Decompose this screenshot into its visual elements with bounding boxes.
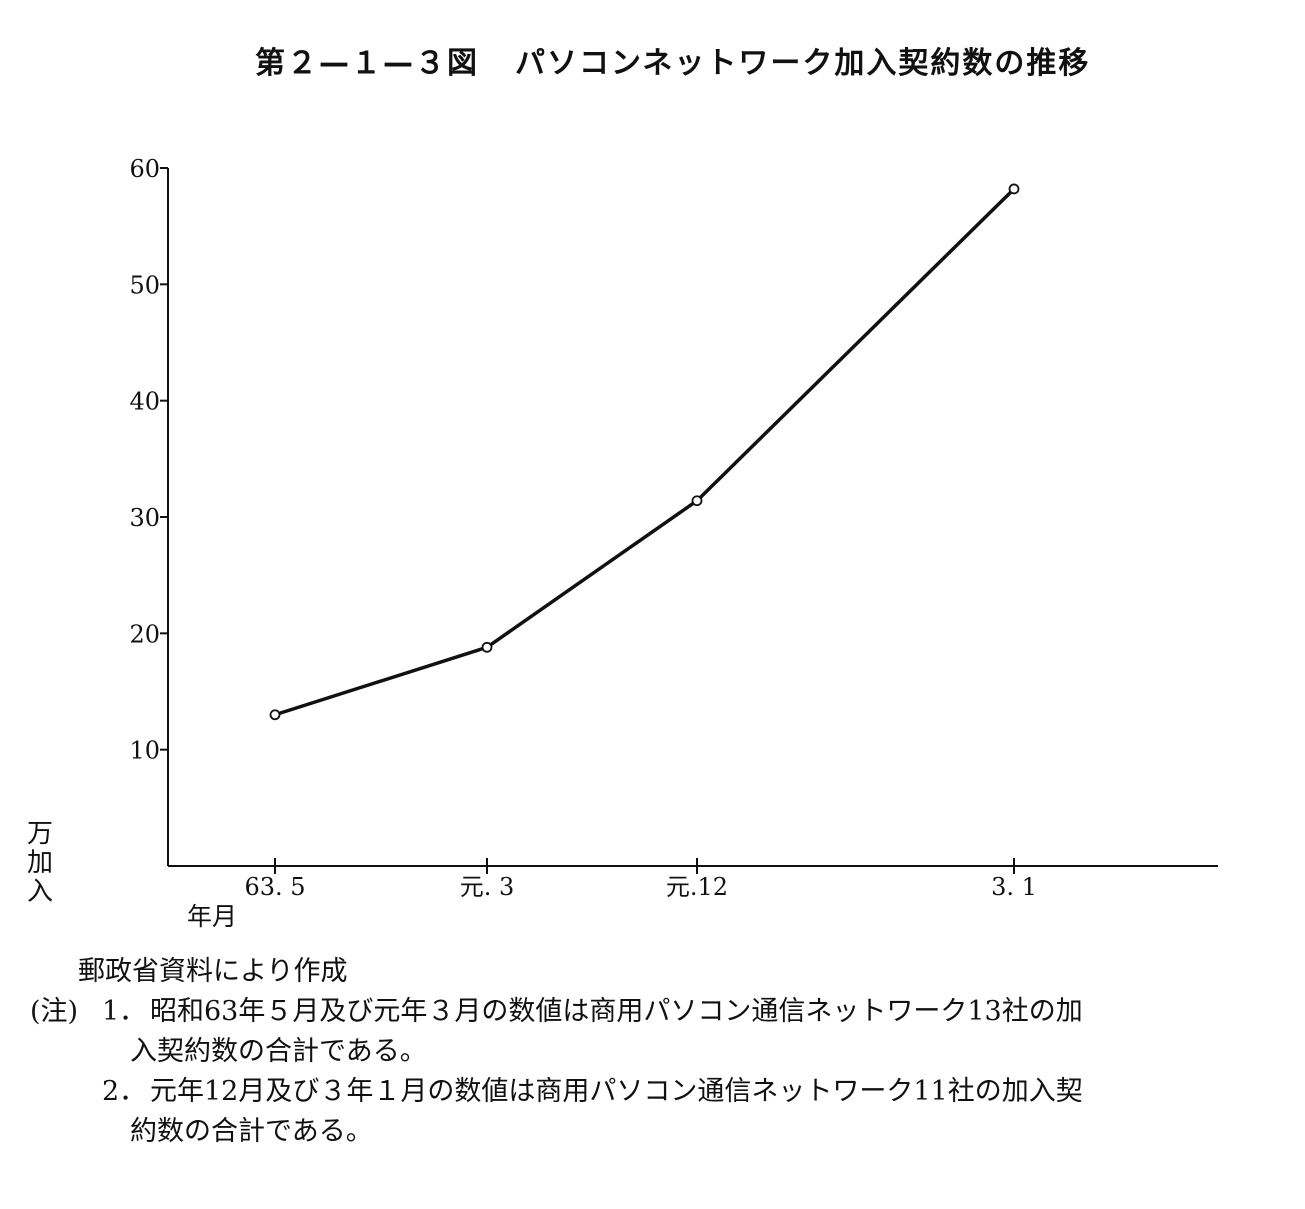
y-tick-label: 40	[129, 388, 160, 416]
chart-notes: 郵政省資料により作成 (注) 1． 昭和63年５月及び元年３月の数値は商用パソコ…	[30, 952, 1270, 1152]
y-axis-label-char: 入	[27, 877, 53, 907]
x-axis-label: 年月	[187, 902, 237, 931]
y-tick-label: 50	[129, 271, 160, 299]
x-tick-label: 3. 1	[991, 873, 1037, 901]
y-tick-label: 30	[129, 504, 160, 532]
chart-axes	[167, 168, 1218, 867]
line-chart: 10 20 30 40 50 60 63. 5 元. 3 元.12 3. 1 万加入 年月	[27, 155, 1218, 931]
chart-title: 第２—１—３図 パソコンネットワーク加入契約数の推移	[255, 38, 1090, 82]
y-axis-label-char: 万	[27, 819, 53, 849]
note-text-1-continued: 入契約数の合計である。	[130, 1036, 427, 1067]
y-ticks: 10 20 30 40 50 60	[129, 155, 168, 765]
y-axis-label-char: 加	[27, 848, 53, 878]
note-text-1: 昭和63年５月及び元年３月の数値は商用パソコン通信ネットワーク13社の加	[150, 996, 1083, 1027]
data-point	[691, 495, 703, 507]
note-prefix: (注)	[30, 996, 79, 1027]
x-tick-label: 元. 3	[460, 873, 515, 901]
x-ticks: 63. 5 元. 3 元.12 3. 1	[244, 858, 1037, 901]
data-point	[1008, 183, 1020, 195]
note-item-1: (注) 1． 昭和63年５月及び元年３月の数値は商用パソコン通信ネットワーク13…	[30, 992, 1270, 1032]
source-note: 郵政省資料により作成	[78, 956, 348, 987]
series-line	[274, 187, 1016, 717]
note-text-2-continued: 約数の合計である。	[130, 1116, 373, 1147]
figure-number: 第２—１—３図	[255, 46, 479, 81]
data-point	[481, 641, 493, 653]
x-tick-label: 63. 5	[244, 873, 305, 901]
note-number-1: 1．	[102, 996, 147, 1027]
data-point	[269, 709, 281, 721]
y-tick-label: 60	[129, 155, 160, 183]
y-axis-label: 万加入	[27, 819, 53, 907]
y-tick-label: 20	[129, 620, 160, 648]
figure-title-text: パソコンネットワーク加入契約数の推移	[515, 46, 1091, 81]
y-tick-label: 10	[129, 737, 160, 765]
note-number-2: 2．	[102, 1076, 147, 1107]
x-tick-label: 元.12	[666, 873, 728, 901]
note-item-2: 2． 元年12月及び３年１月の数値は商用パソコン通信ネットワーク11社の加入契	[30, 1072, 1270, 1112]
note-text-2: 元年12月及び３年１月の数値は商用パソコン通信ネットワーク11社の加入契	[150, 1076, 1083, 1107]
series-layer	[269, 183, 1020, 721]
